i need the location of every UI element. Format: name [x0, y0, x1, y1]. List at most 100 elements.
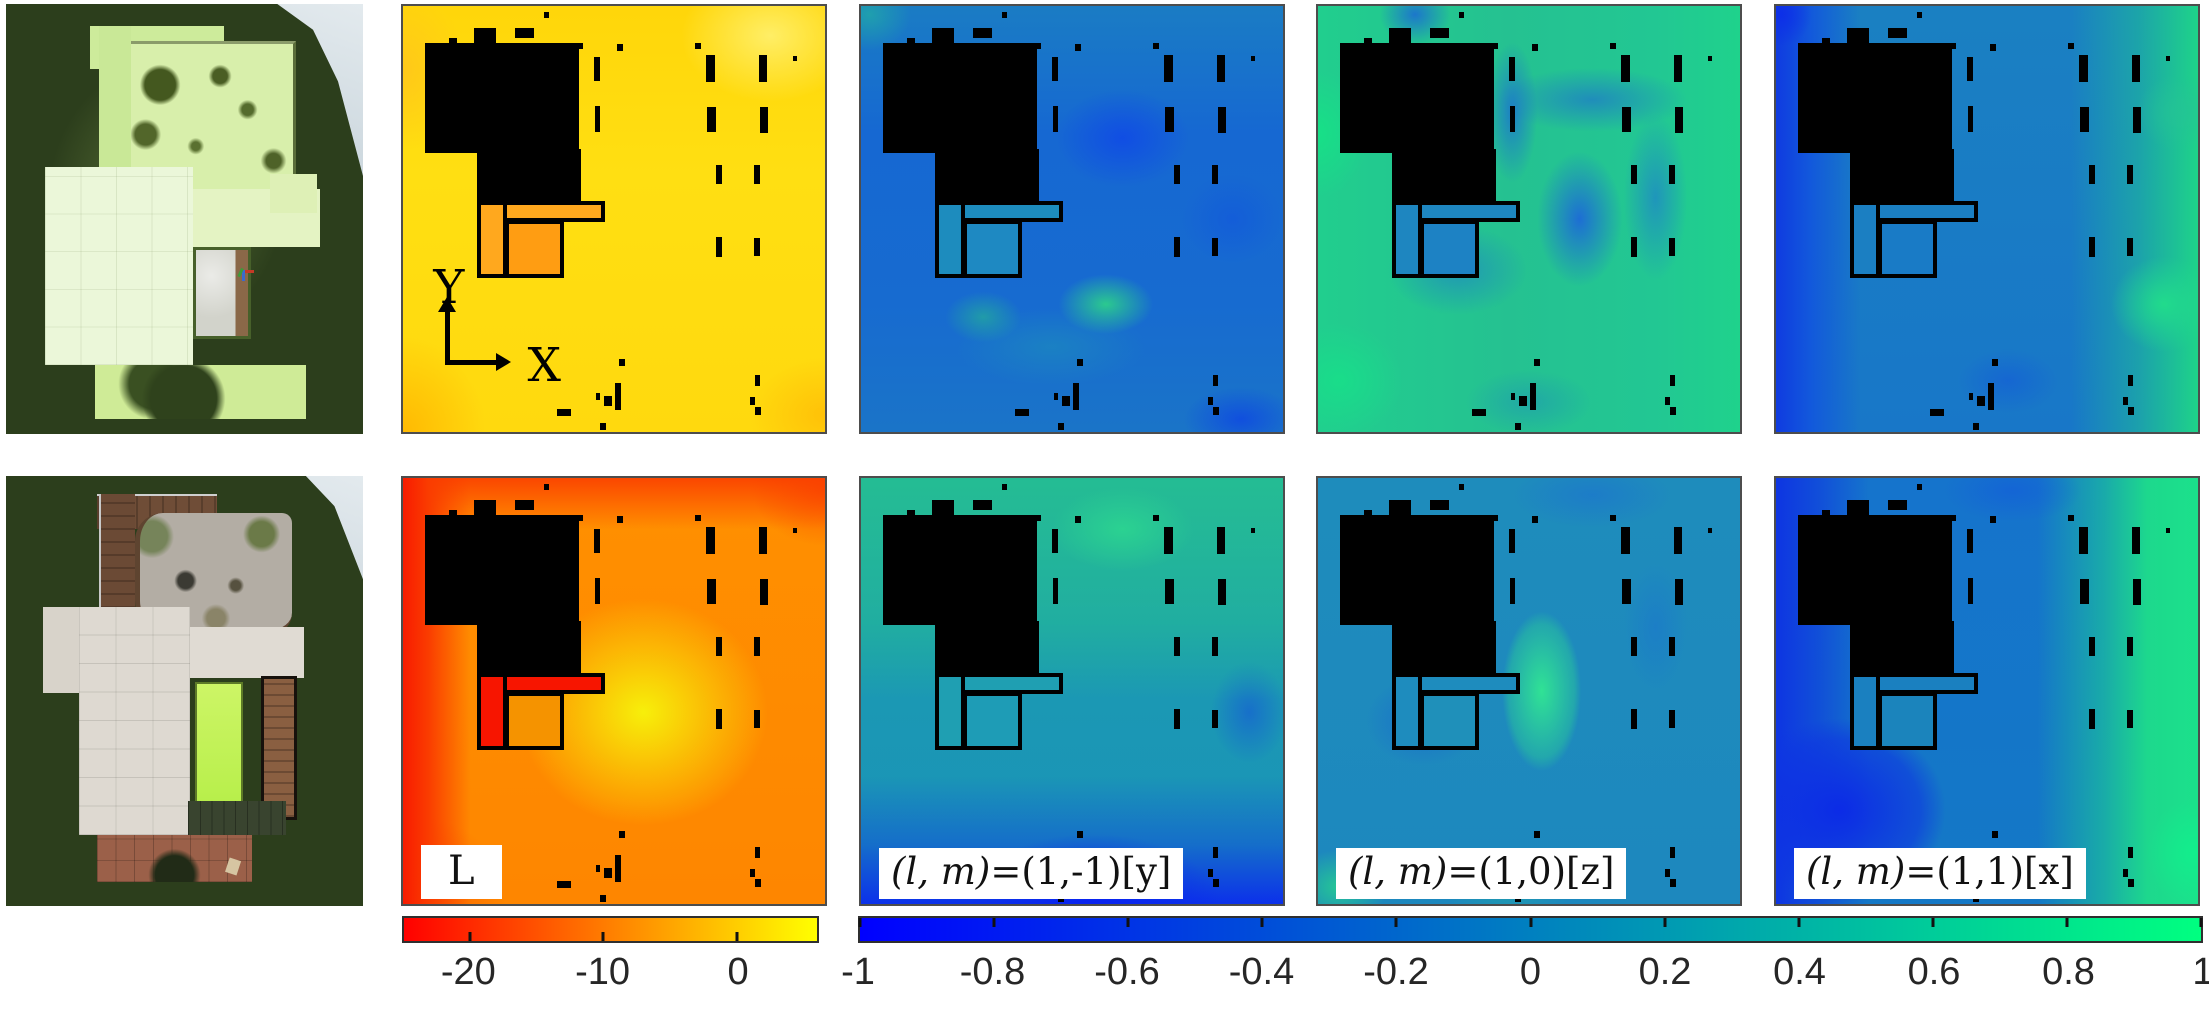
heatmap-sh-x-top	[1774, 4, 2200, 434]
axis-y-arrowhead	[438, 296, 457, 312]
occluder-dot	[1208, 869, 1213, 878]
occluder-dot	[1153, 43, 1159, 49]
building-mask-fill	[1849, 620, 1955, 675]
occluder-dot	[1973, 423, 1979, 430]
aerial-photo-unlit-scene	[6, 476, 363, 906]
heatmap-luminance-top: Y X	[401, 4, 827, 434]
occluder-dot	[2068, 515, 2074, 521]
occluder-dot	[1051, 57, 1058, 81]
occluder-dot	[758, 527, 768, 554]
occluder-dot	[593, 529, 600, 553]
occluder-dot	[1213, 407, 1219, 416]
occluder-dot	[695, 43, 701, 49]
occluder-dot	[1966, 529, 1973, 553]
occluder-dot	[716, 237, 723, 257]
occluder-dot	[1036, 42, 1041, 50]
colorbar-tick	[1797, 918, 1801, 927]
occluder-dot	[2127, 637, 2133, 657]
occluder-dot	[750, 397, 755, 406]
building-mask-fill	[1339, 42, 1495, 154]
occluder-dot	[1675, 578, 1684, 605]
occluder-dot	[1212, 165, 1218, 185]
occluder-dot	[1053, 392, 1059, 400]
occluder-dot	[2165, 55, 2171, 62]
axis-x-arrowhead	[495, 353, 511, 372]
occluder-dot	[1510, 392, 1516, 400]
gizmo-x-axis	[242, 269, 255, 273]
occluder-dot	[1061, 395, 1071, 406]
building-outline	[963, 219, 1023, 279]
occluder-dot	[543, 12, 549, 18]
colorbar-luminance: -20 -10 0	[402, 916, 819, 1002]
colorbar-tick	[601, 932, 605, 941]
colorbar-tick-label: 0.8	[2042, 951, 2095, 993]
occluder-dot	[1163, 526, 1173, 554]
occluder-dot	[1530, 383, 1536, 410]
occluder-dot	[1493, 514, 1498, 522]
building-mask-fill	[476, 620, 582, 675]
heatmap-luminance-bottom: L	[401, 476, 827, 906]
occluder-dot	[1992, 358, 1998, 366]
building-mask-fill	[515, 500, 534, 510]
occluder-dot	[1073, 383, 1079, 410]
occluder-dot	[755, 879, 761, 888]
occluder-dot	[754, 846, 760, 858]
building-mask-fill	[424, 42, 580, 154]
occluder-dot	[1673, 527, 1683, 554]
occluder-dot	[1515, 423, 1521, 430]
occluder-dot	[600, 895, 606, 902]
occluder-dot	[595, 392, 601, 400]
occluder-dot	[1509, 106, 1516, 132]
occluder-dot	[1669, 237, 1675, 257]
occluder-dot	[1218, 578, 1227, 605]
panel-label-sh-y: (l, m)=(1,-1)[y]	[879, 848, 1184, 899]
building-outline	[1878, 219, 1938, 279]
occluder-dot	[1001, 12, 1007, 18]
occluder-dot	[557, 408, 571, 416]
axis-y-arrow	[444, 309, 450, 363]
occluder-dot	[543, 484, 549, 490]
building-outline	[1420, 219, 1480, 279]
occluder-dot	[1631, 164, 1638, 185]
occluder-dot	[1058, 423, 1064, 430]
building-mask-fill	[1797, 42, 1953, 154]
building-mask-fill	[1388, 28, 1411, 44]
occluder-dot	[1631, 237, 1638, 257]
occluder-dot	[2123, 397, 2128, 406]
occluder-dot	[754, 374, 760, 386]
occluder-dot	[1052, 106, 1059, 132]
occluder-dot	[2068, 43, 2074, 49]
occluder-dot	[1675, 106, 1684, 133]
occluder-dot	[1534, 830, 1540, 838]
building-mask-fill	[1430, 28, 1449, 38]
building-outline	[477, 672, 507, 751]
building-mask-fill	[473, 28, 496, 44]
occluder-dot	[1250, 527, 1256, 534]
colorbar-tick-label: -0.2	[1363, 951, 1429, 993]
occluder-dot	[1165, 578, 1174, 605]
occluder-dot	[2128, 879, 2134, 888]
building-outline	[1878, 691, 1938, 751]
occluder-dot	[1665, 397, 1670, 406]
occluder-dot	[1216, 527, 1226, 554]
occluder-dot	[557, 880, 571, 888]
occluder-dot	[792, 527, 798, 534]
occluder-dot	[1534, 358, 1540, 366]
occluder-dot	[600, 423, 606, 430]
occluder-dot	[2127, 846, 2133, 858]
occluder-dot	[615, 383, 621, 410]
occluder-dot	[1631, 636, 1638, 657]
building-outline	[963, 691, 1023, 751]
occluder-dot	[617, 44, 623, 52]
occluder-dot	[594, 578, 601, 604]
occluder-dot	[1532, 516, 1538, 524]
occluder-dot	[755, 407, 761, 416]
occluder-dot	[2131, 55, 2141, 82]
occluder-dot	[2127, 709, 2133, 729]
occluder-dot	[1212, 237, 1218, 257]
panel-label-sh-z: (l, m)=(1,0)[z]	[1336, 848, 1627, 899]
occluder-dot	[760, 106, 769, 133]
building-mask-fill	[1797, 514, 1953, 626]
building-mask-fill	[424, 514, 580, 626]
